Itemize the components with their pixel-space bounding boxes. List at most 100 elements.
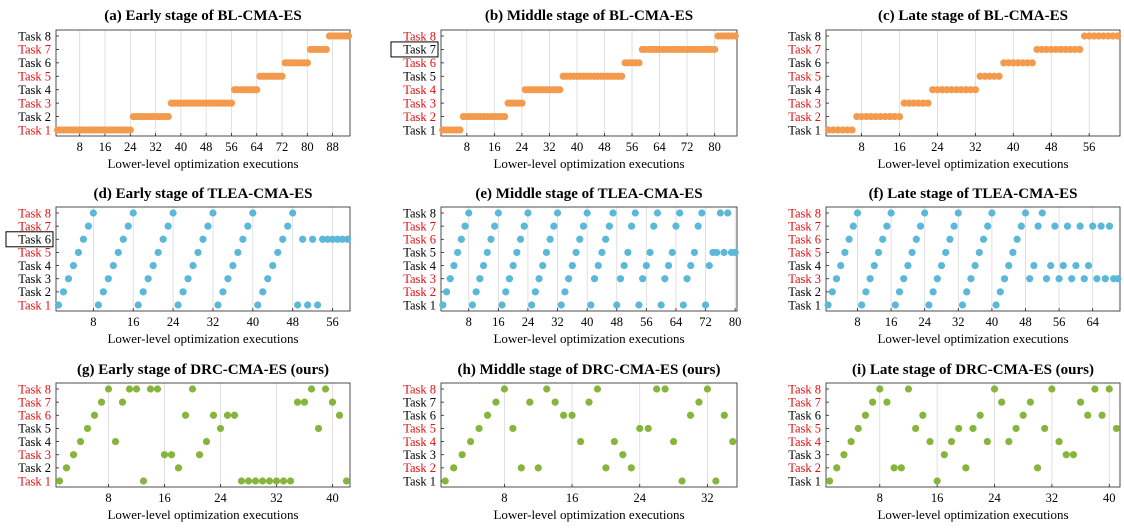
y-tick-label: Task 8	[788, 382, 821, 396]
y-tick-label: Task 3	[788, 272, 821, 286]
y-tick-label: Task 8	[788, 206, 821, 220]
data-point	[1042, 275, 1051, 283]
x-tick-label: 80	[708, 140, 721, 154]
x-tick-label: 24	[918, 315, 931, 329]
data-point	[450, 261, 458, 270]
data-point	[832, 275, 841, 283]
x-tick-label: 32	[969, 140, 982, 154]
y-tick-label: Task 1	[403, 474, 436, 488]
y-tick-label: Task 3	[403, 448, 436, 462]
y-tick-label: Task 5	[788, 246, 821, 260]
data-point	[672, 222, 680, 230]
y-tick-label: Task 8	[18, 382, 51, 396]
data-point	[1105, 222, 1114, 230]
data-point	[576, 235, 584, 243]
data-point	[59, 288, 68, 296]
y-tick-label: Task 6	[18, 409, 51, 423]
data-point	[561, 288, 569, 296]
data-point	[650, 222, 658, 230]
data-point	[526, 398, 534, 406]
data-point	[840, 451, 848, 459]
data-point	[912, 424, 920, 433]
data-point	[602, 464, 610, 472]
y-tick-label: Task 2	[18, 285, 51, 299]
data-point	[895, 112, 904, 121]
data-point	[874, 248, 883, 257]
data-point	[1017, 222, 1025, 230]
data-point	[701, 301, 710, 309]
x-tick-label: 72	[276, 140, 289, 154]
x-tick-label: 40	[986, 315, 999, 329]
data-point	[1030, 261, 1038, 270]
data-point	[854, 424, 862, 433]
data-point	[848, 126, 856, 134]
subplot-9: (i) Late stage of DRC-CMA-ES (ours) 8 16 24…	[788, 362, 1121, 522]
data-point	[861, 411, 870, 419]
data-point	[1089, 222, 1097, 230]
data-point	[1105, 385, 1113, 393]
data-point	[505, 275, 514, 283]
data-point	[546, 235, 554, 243]
data-point	[933, 275, 941, 283]
x-tick-label: 24	[167, 315, 180, 329]
y-tick-label: Task 2	[403, 461, 436, 475]
highlight-box	[390, 41, 439, 58]
data-point	[104, 385, 113, 393]
data-point	[99, 288, 107, 296]
data-point	[441, 477, 449, 485]
data-point	[159, 235, 167, 243]
data-point	[279, 477, 288, 485]
data-point	[646, 248, 654, 257]
data-point	[498, 301, 506, 309]
data-point	[189, 261, 197, 270]
data-point	[501, 112, 509, 121]
data-point	[858, 301, 866, 309]
x-tick-label: 32	[543, 140, 556, 154]
data-point	[304, 301, 312, 309]
data-point	[627, 464, 635, 472]
data-point	[83, 424, 92, 433]
x-tick-label: 32	[551, 315, 564, 329]
data-point	[1005, 437, 1013, 446]
x-tick-label: 40	[175, 140, 188, 154]
data-point	[249, 209, 257, 217]
subplot-title: (i) Late stage of DRC-CMA-ES (ours)	[852, 362, 1094, 378]
x-tick-label: 24	[522, 315, 535, 329]
data-point	[587, 301, 595, 309]
data-point	[627, 222, 636, 230]
data-point	[963, 288, 971, 296]
data-point	[1047, 261, 1055, 270]
data-point	[853, 209, 862, 217]
y-tick-label: Task 4	[788, 83, 822, 97]
data-point	[883, 222, 891, 230]
x-tick-label: 16	[127, 315, 140, 329]
data-point	[209, 209, 217, 217]
data-point	[164, 112, 172, 121]
data-point	[457, 235, 465, 243]
y-tick-label: Task 4	[18, 435, 52, 449]
x-tick-label: 32	[1046, 491, 1059, 505]
data-point	[323, 235, 332, 243]
data-point	[912, 235, 920, 243]
data-point	[144, 275, 152, 283]
y-tick-label: Task 3	[18, 96, 51, 110]
data-point	[683, 275, 691, 283]
x-tick-label: 24	[988, 491, 1001, 505]
data-point	[487, 235, 495, 243]
data-point	[876, 385, 884, 393]
data-point	[286, 477, 295, 485]
data-point	[524, 209, 532, 217]
data-point	[921, 209, 929, 217]
y-tick-label: Task 3	[788, 448, 821, 462]
x-axis-label: Lower-level optimization executions	[877, 156, 1068, 171]
axes-frame	[440, 206, 738, 312]
data-point	[309, 235, 317, 243]
y-tick-label: Task 1	[18, 298, 51, 312]
data-point	[618, 72, 626, 80]
data-point	[916, 222, 925, 230]
data-point	[1048, 385, 1056, 393]
data-point	[439, 301, 447, 309]
data-point	[664, 261, 673, 270]
data-point	[69, 451, 78, 459]
data-point	[995, 72, 1003, 80]
